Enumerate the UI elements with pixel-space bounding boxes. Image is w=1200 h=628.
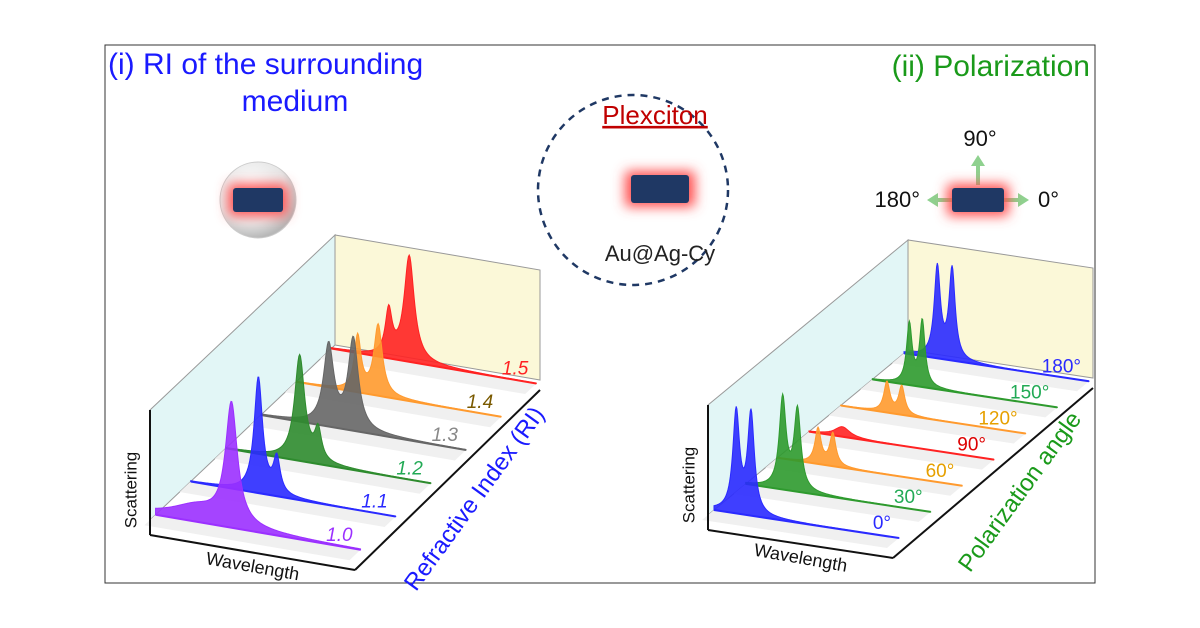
baseline: [872, 378, 1058, 409]
dashed-circle: [536, 93, 730, 287]
axis: [892, 387, 1094, 559]
row-plane: [144, 514, 361, 561]
series-label: 1.0: [326, 525, 353, 546]
series-label: 1.3: [432, 425, 459, 446]
spectrum: [155, 400, 362, 551]
axis: [354, 389, 541, 571]
series-label: 90°: [957, 435, 986, 456]
axis-label: Scattering: [121, 452, 140, 529]
left-title: medium: [242, 85, 349, 118]
series-label: 1.4: [467, 392, 493, 413]
row-plane: [702, 510, 899, 548]
series-label: 180°: [1042, 356, 1081, 377]
particle-label: Au@Ag-Cy: [605, 241, 715, 266]
series-label: 0°: [873, 513, 891, 534]
row-plane: [214, 448, 431, 494]
series-label: 1.1: [361, 492, 387, 513]
row-plane: [765, 457, 963, 496]
nanorod: [233, 188, 283, 212]
baseline: [331, 347, 537, 385]
nanorod: [952, 188, 1004, 212]
axis: [707, 529, 894, 559]
series-label: 60°: [926, 461, 955, 482]
baseline: [903, 352, 1090, 383]
direction-label: 0°: [1038, 187, 1059, 212]
right-title: (ii) Polarization: [892, 50, 1090, 83]
series-label: 120°: [978, 409, 1017, 430]
row-plane: [797, 431, 994, 470]
series-label: 1.5: [502, 359, 529, 380]
nanorod: [631, 175, 689, 203]
baseline: [155, 513, 361, 551]
series-label: 1.2: [396, 458, 423, 479]
row-plane: [892, 353, 1089, 392]
row-plane: [828, 405, 1026, 444]
direction-label: 180°: [874, 187, 920, 212]
row-plane: [733, 483, 931, 522]
baseline: [745, 482, 931, 513]
baseline: [808, 430, 995, 461]
plexciton-title: Plexciton: [602, 100, 708, 130]
baseline: [777, 456, 963, 487]
series-label: 150°: [1010, 382, 1049, 403]
axis-label: Scattering: [679, 447, 698, 524]
direction-label: 90°: [963, 126, 996, 151]
row-plane: [860, 379, 1058, 418]
left-title: (i) RI of the surrounding: [108, 48, 423, 81]
series-label: 30°: [894, 487, 923, 508]
baseline: [840, 404, 1026, 435]
baseline: [713, 509, 900, 540]
axis: [149, 534, 356, 571]
